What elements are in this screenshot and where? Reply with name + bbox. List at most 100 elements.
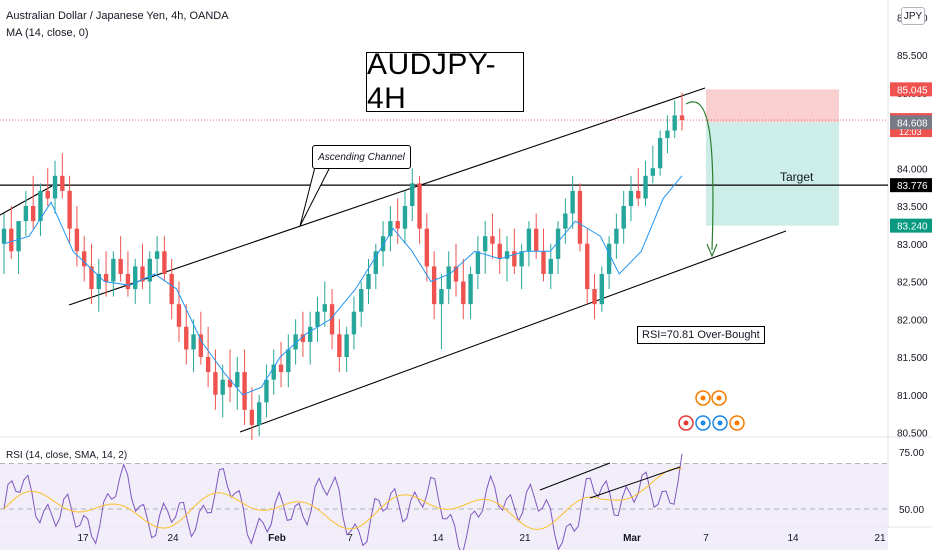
candle-body: [650, 168, 656, 176]
price-tick-label: 82.000: [897, 315, 928, 326]
candle-body: [300, 334, 306, 342]
candle-body: [585, 243, 590, 290]
time-tick-label: 7: [703, 533, 709, 544]
candle-body: [555, 228, 561, 259]
channel-upper-line: [68, 87, 706, 306]
candle-body: [606, 243, 612, 274]
rsi-trendline-2: [589, 466, 681, 499]
candle-body: [271, 364, 276, 380]
candle-body: [359, 289, 364, 312]
price-label-text: 84.608: [897, 118, 928, 129]
candle-body: [286, 349, 291, 373]
candle-body: [475, 251, 481, 274]
candle-body: [38, 190, 43, 222]
time-tick-label: 21: [519, 533, 531, 544]
event-icon-dot: [716, 395, 722, 401]
price-label-bg: [890, 82, 932, 97]
candle-body: [322, 304, 327, 312]
candle-body: [315, 311, 320, 327]
candle-body: [16, 221, 21, 252]
price-label-text: 85.045: [897, 85, 928, 96]
candle-body: [184, 326, 189, 350]
candle-body: [293, 334, 298, 350]
candle-body: [351, 311, 357, 335]
candle-body: [468, 273, 473, 305]
candle-body: [665, 130, 670, 139]
event-icon-dot: [700, 420, 706, 426]
candle-body: [264, 379, 269, 403]
event-icon-dot: [734, 420, 740, 426]
candle-body: [388, 221, 393, 237]
candle-body: [67, 190, 72, 229]
symbol-legend[interactable]: Australian Dollar / Japanese Yen, 4h, OA…: [6, 10, 229, 22]
candle-body: [679, 115, 685, 121]
candle-body: [592, 289, 597, 305]
candle-body: [482, 236, 488, 252]
price-tick-label: 83.500: [897, 202, 928, 213]
event-icon-dot: [700, 395, 706, 401]
time-tick-label: 14: [432, 533, 444, 544]
rsi-sma-line: [3, 467, 683, 530]
candle-body: [410, 183, 415, 206]
candle-body: [636, 190, 641, 199]
candle-body: [490, 236, 495, 244]
event-icon-dot: [683, 420, 689, 426]
time-tick-label: 24: [167, 533, 179, 544]
price-label-bg: [890, 178, 932, 193]
currency-badge[interactable]: JPY: [901, 7, 925, 25]
candle-body: [628, 190, 634, 206]
channel-callout: Ascending Channel: [312, 145, 411, 169]
candle-body: [402, 206, 408, 229]
candle-body: [570, 190, 575, 214]
candle-body: [213, 372, 218, 395]
candle-body: [431, 266, 437, 305]
candle-body: [23, 206, 29, 222]
rsi-legend: RSI (14, close, SMA, 14, 2): [6, 450, 127, 461]
time-tick-label: 7: [347, 533, 353, 544]
price-label-bg: [890, 115, 932, 130]
candle-body: [256, 402, 262, 425]
time-tick-label: 17: [77, 533, 89, 544]
candle-body: [125, 273, 131, 290]
candle-body: [337, 334, 342, 357]
candle-body: [453, 266, 459, 282]
price-tick-label: 81.000: [897, 391, 928, 402]
candle-body: [235, 372, 240, 388]
time-tick-label: 21: [874, 533, 886, 544]
price-tick-label: 83.000: [897, 240, 928, 251]
candle-body: [526, 228, 532, 252]
candle-body: [176, 304, 182, 327]
candle-body: [89, 266, 94, 290]
candle-body: [577, 190, 583, 244]
candle-body: [242, 372, 247, 410]
price-tick-label: 82.500: [897, 278, 928, 289]
candle-body: [60, 175, 65, 191]
candle-body: [533, 228, 539, 252]
candle-body: [45, 190, 50, 199]
candle-body: [424, 228, 430, 267]
callout-pointer: [299, 166, 331, 227]
candle-body: [563, 213, 568, 229]
price-label-text: 83.240: [897, 222, 928, 233]
target-zone: [706, 122, 839, 226]
candle-body: [9, 228, 14, 252]
time-tick-label: Feb: [268, 533, 286, 544]
candle-body: [512, 251, 517, 267]
candle-body: [147, 258, 153, 282]
candle-body: [643, 175, 648, 199]
candle-body: [103, 273, 109, 282]
candle-body: [96, 273, 101, 290]
time-tick-label: 14: [787, 533, 799, 544]
price-label-bg: [890, 218, 932, 233]
price-tick-label: 80.500: [897, 429, 928, 440]
rsi-tick-label: 75.00: [899, 448, 924, 459]
projection-arrowhead: [706, 243, 718, 258]
rsi-line: [3, 453, 683, 555]
price-label-countdown: 12:03: [899, 127, 922, 137]
projection-path: [685, 101, 714, 251]
candle-body: [373, 251, 379, 274]
ma-legend[interactable]: MA (14, close, 0): [6, 27, 89, 39]
candle-body: [504, 251, 510, 259]
candle-body: [1, 228, 7, 244]
price-tick-label: 85.500: [897, 51, 928, 62]
